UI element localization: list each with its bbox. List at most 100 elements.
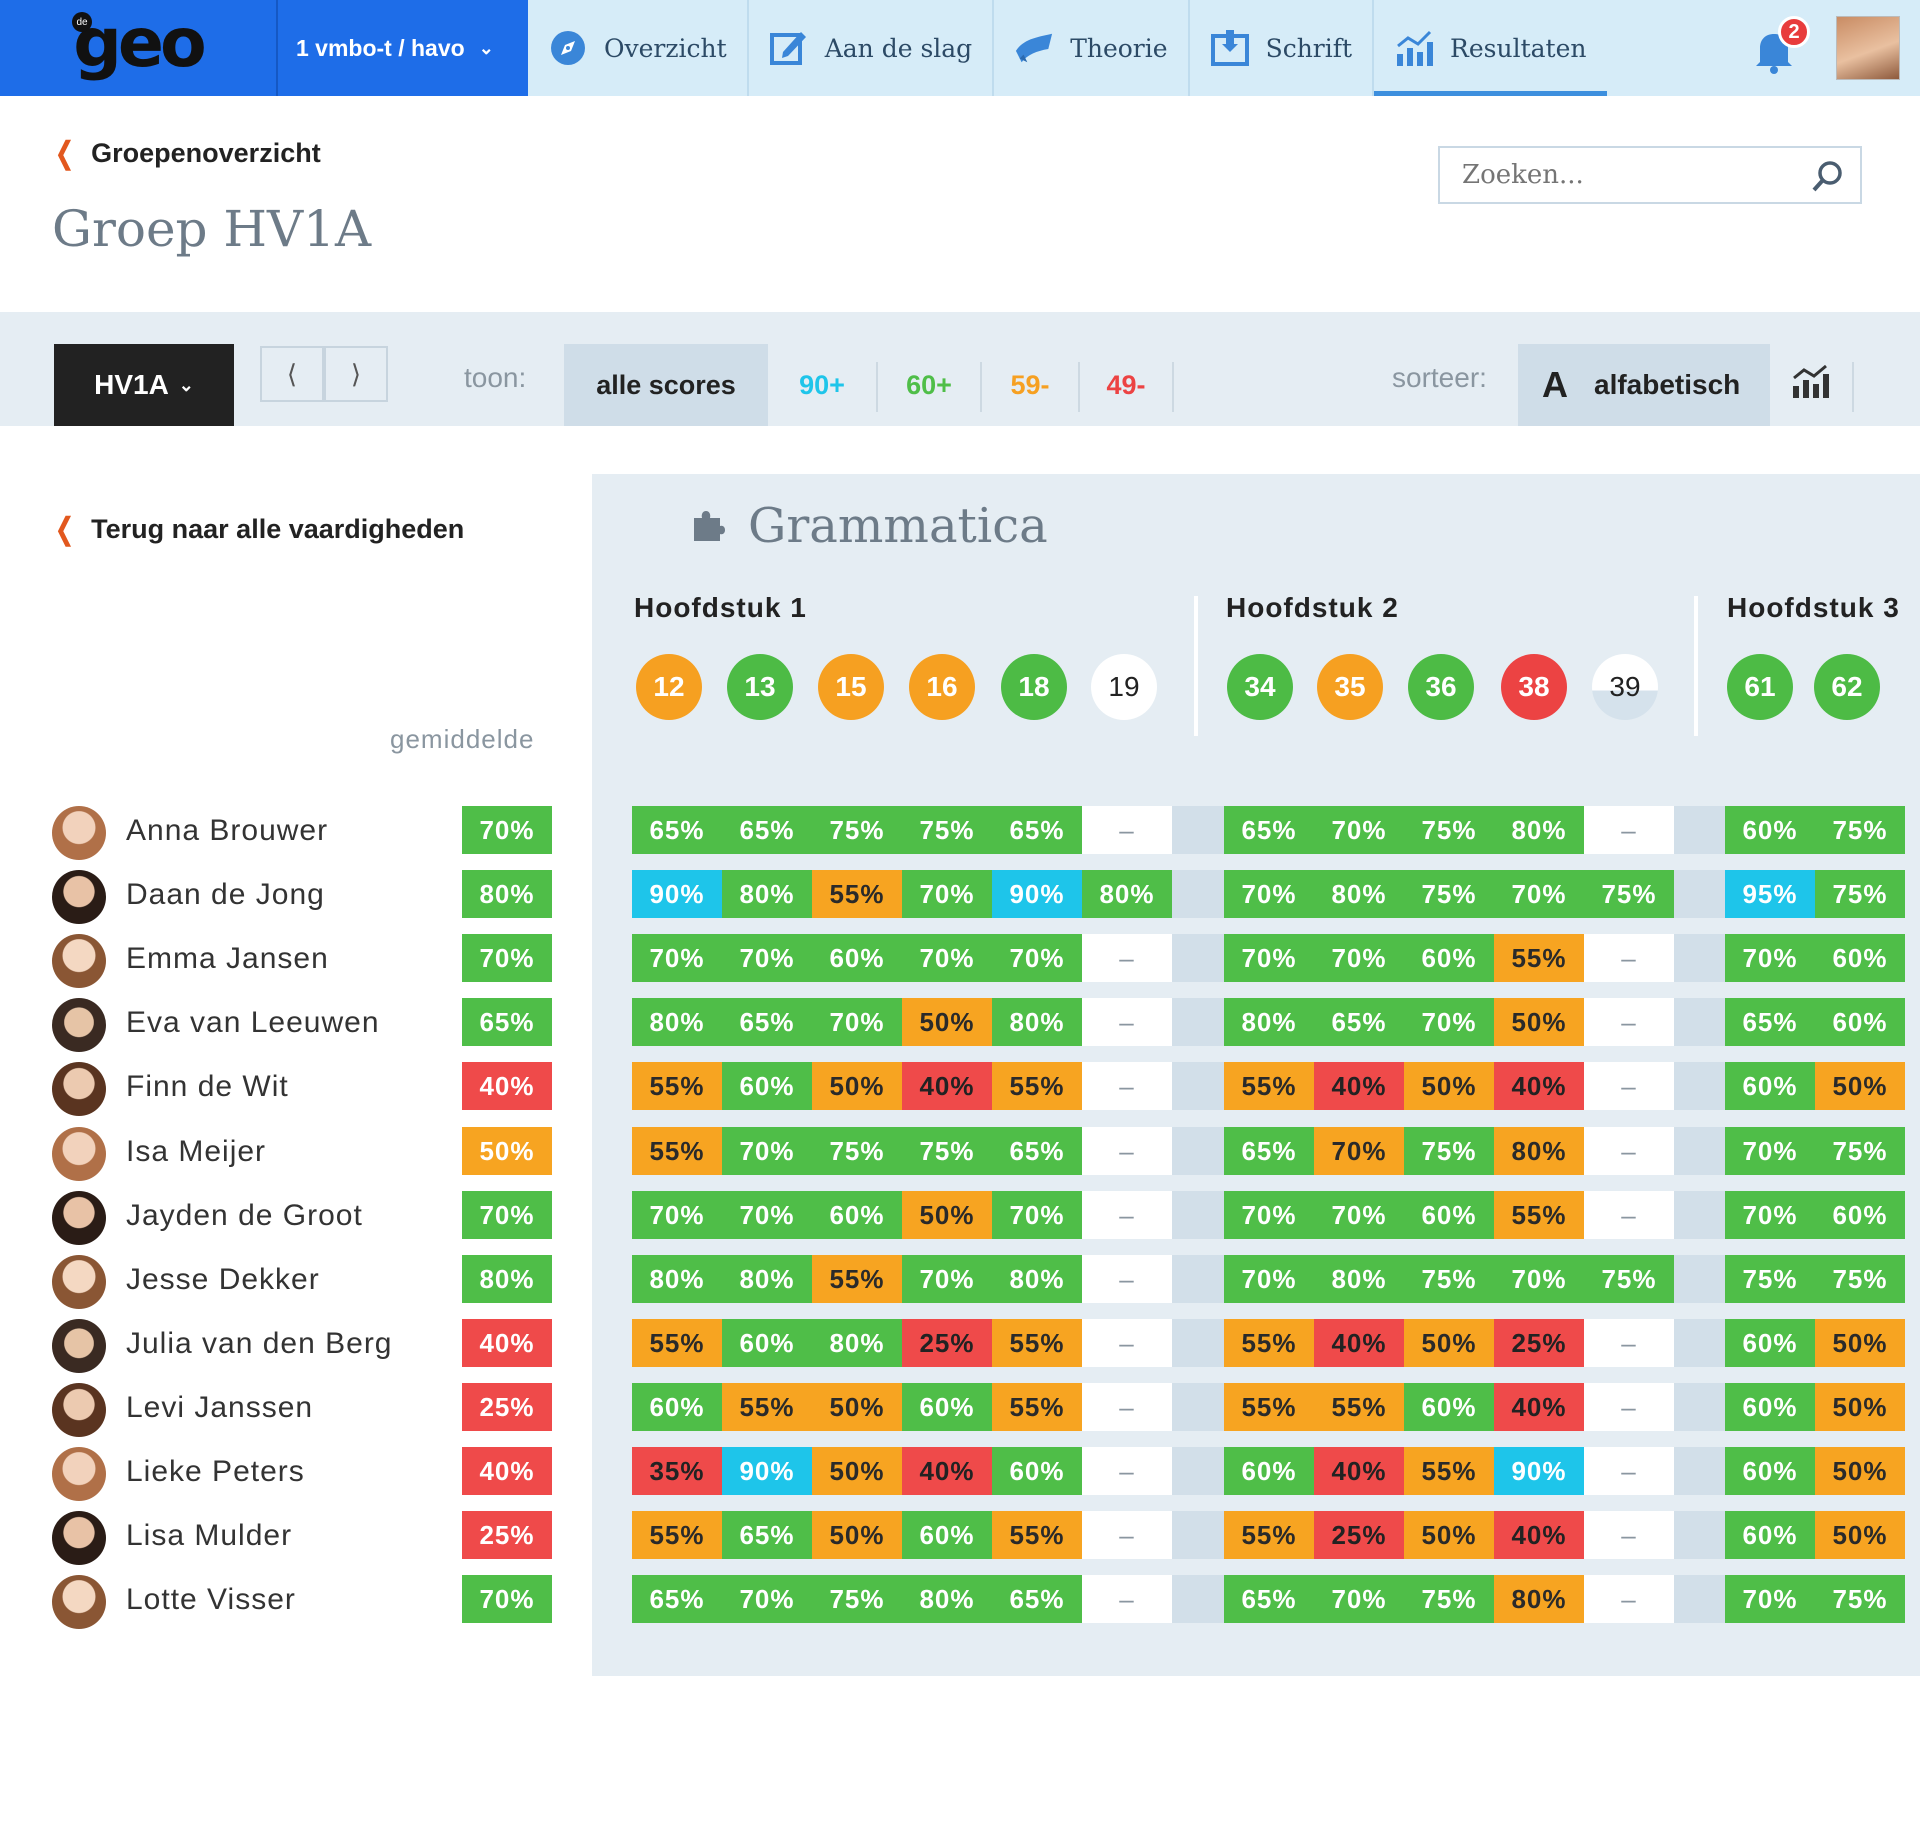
student-row[interactable]: Isa Meijer 50% (52, 1127, 552, 1181)
score-cell[interactable]: 60% (1725, 1383, 1815, 1431)
score-cell[interactable]: 50% (1404, 1062, 1494, 1110)
score-cell[interactable]: 70% (1224, 870, 1314, 918)
nav-item-theorie[interactable]: Theorie (994, 0, 1190, 96)
student-name[interactable]: Eva van Leeuwen (126, 1006, 380, 1039)
score-cell[interactable]: – (1584, 1447, 1674, 1495)
score-cell[interactable]: 80% (992, 1255, 1082, 1303)
score-cell[interactable]: 55% (1224, 1319, 1314, 1367)
score-cell[interactable]: 55% (1224, 1062, 1314, 1110)
lesson-badge[interactable]: 36 (1408, 654, 1474, 720)
score-cell[interactable]: 70% (722, 934, 812, 982)
score-cell[interactable]: 65% (992, 806, 1082, 854)
search-input[interactable] (1460, 159, 1800, 191)
score-cell[interactable]: 75% (1815, 1575, 1905, 1623)
prev-group-button[interactable]: ⟨ (260, 346, 324, 402)
lesson-badge[interactable]: 16 (909, 654, 975, 720)
score-cell[interactable]: 70% (902, 870, 992, 918)
score-cell[interactable]: 65% (722, 1511, 812, 1559)
score-cell[interactable]: 60% (632, 1383, 722, 1431)
score-cell[interactable]: 70% (1494, 870, 1584, 918)
score-cell[interactable]: 60% (1404, 1191, 1494, 1239)
back-to-skills-link[interactable]: ❬ Terug naar alle vaardigheden (52, 512, 464, 547)
score-cell[interactable]: 70% (902, 934, 992, 982)
score-cell[interactable]: – (1082, 1255, 1172, 1303)
student-name[interactable]: Anna Brouwer (126, 814, 329, 847)
score-cell[interactable]: 95% (1725, 870, 1815, 918)
back-to-groups-link[interactable]: ❬ Groepenoverzicht (52, 136, 321, 171)
student-name[interactable]: Daan de Jong (126, 878, 325, 911)
score-cell[interactable]: 80% (812, 1319, 902, 1367)
lesson-badge[interactable]: 13 (727, 654, 793, 720)
score-cell[interactable]: 55% (1224, 1383, 1314, 1431)
score-cell[interactable]: 80% (1494, 1575, 1584, 1623)
score-cell[interactable]: – (1584, 1383, 1674, 1431)
score-cell[interactable]: 70% (1404, 998, 1494, 1046)
score-cell[interactable]: 50% (812, 1062, 902, 1110)
score-cell[interactable]: 70% (1725, 1127, 1815, 1175)
score-cell[interactable]: 60% (812, 1191, 902, 1239)
score-cell[interactable]: 80% (632, 998, 722, 1046)
student-name[interactable]: Julia van den Berg (126, 1327, 393, 1360)
student-row[interactable]: Anna Brouwer 70% (52, 806, 552, 860)
score-cell[interactable]: 70% (1224, 934, 1314, 982)
score-cell[interactable]: 40% (1494, 1511, 1584, 1559)
grade-select[interactable]: 1 vmbo-t / havo ⌄ (276, 0, 528, 96)
student-row[interactable]: Finn de Wit 40% (52, 1062, 552, 1116)
score-cell[interactable]: 60% (1815, 998, 1905, 1046)
score-cell[interactable]: – (1584, 1575, 1674, 1623)
score-cell[interactable]: 60% (1725, 806, 1815, 854)
score-cell[interactable]: 50% (1494, 998, 1584, 1046)
score-cell[interactable]: 60% (1404, 934, 1494, 982)
score-cell[interactable]: 70% (1314, 806, 1404, 854)
student-name[interactable]: Jesse Dekker (126, 1263, 320, 1296)
score-cell[interactable]: 40% (1314, 1062, 1404, 1110)
score-cell[interactable]: 65% (632, 1575, 722, 1623)
filter-49-minus[interactable]: 49- (1080, 344, 1172, 426)
lesson-badge[interactable]: 19 (1091, 654, 1157, 720)
score-cell[interactable]: 75% (1404, 1255, 1494, 1303)
score-cell[interactable]: – (1082, 1511, 1172, 1559)
group-select[interactable]: HV1A ⌄ (54, 344, 234, 426)
score-cell[interactable]: 25% (1314, 1511, 1404, 1559)
app-logo[interactable]: de geo (0, 0, 276, 96)
score-cell[interactable]: 55% (1224, 1511, 1314, 1559)
filter-all-scores[interactable]: alle scores (564, 344, 768, 426)
score-cell[interactable]: 60% (902, 1383, 992, 1431)
score-cell[interactable]: 80% (1494, 1127, 1584, 1175)
score-cell[interactable]: 50% (812, 1447, 902, 1495)
score-cell[interactable]: 65% (1224, 1575, 1314, 1623)
score-cell[interactable]: 90% (632, 870, 722, 918)
student-name[interactable]: Isa Meijer (126, 1135, 267, 1168)
student-row[interactable]: Lieke Peters 40% (52, 1447, 552, 1501)
lesson-badge[interactable]: 34 (1227, 654, 1293, 720)
score-cell[interactable]: 60% (992, 1447, 1082, 1495)
score-cell[interactable]: 55% (632, 1127, 722, 1175)
score-cell[interactable]: 55% (992, 1511, 1082, 1559)
score-cell[interactable]: – (1584, 998, 1674, 1046)
student-row[interactable]: Julia van den Berg 40% (52, 1319, 552, 1373)
score-cell[interactable]: 50% (1815, 1447, 1905, 1495)
nav-item-resultaten[interactable]: Resultaten (1374, 0, 1607, 96)
student-row[interactable]: Emma Jansen 70% (52, 934, 552, 988)
score-cell[interactable]: 75% (1815, 806, 1905, 854)
user-avatar[interactable] (1836, 16, 1900, 80)
student-row[interactable]: Levi Janssen 25% (52, 1383, 552, 1437)
score-cell[interactable]: 65% (722, 998, 812, 1046)
score-cell[interactable]: – (1584, 806, 1674, 854)
score-cell[interactable]: 55% (1314, 1383, 1404, 1431)
score-cell[interactable]: 70% (722, 1191, 812, 1239)
score-cell[interactable]: 75% (1584, 870, 1674, 918)
score-cell[interactable]: 50% (1815, 1062, 1905, 1110)
score-cell[interactable]: 90% (992, 870, 1082, 918)
score-cell[interactable]: 40% (1494, 1062, 1584, 1110)
score-cell[interactable]: – (1584, 1511, 1674, 1559)
score-cell[interactable]: 70% (812, 998, 902, 1046)
lesson-badge[interactable]: 15 (818, 654, 884, 720)
score-cell[interactable]: 50% (1815, 1383, 1905, 1431)
score-cell[interactable]: 80% (902, 1575, 992, 1623)
score-cell[interactable]: 75% (902, 1127, 992, 1175)
score-cell[interactable]: 75% (1584, 1255, 1674, 1303)
score-cell[interactable]: 75% (812, 1127, 902, 1175)
score-cell[interactable]: 55% (992, 1383, 1082, 1431)
score-cell[interactable]: 80% (722, 1255, 812, 1303)
